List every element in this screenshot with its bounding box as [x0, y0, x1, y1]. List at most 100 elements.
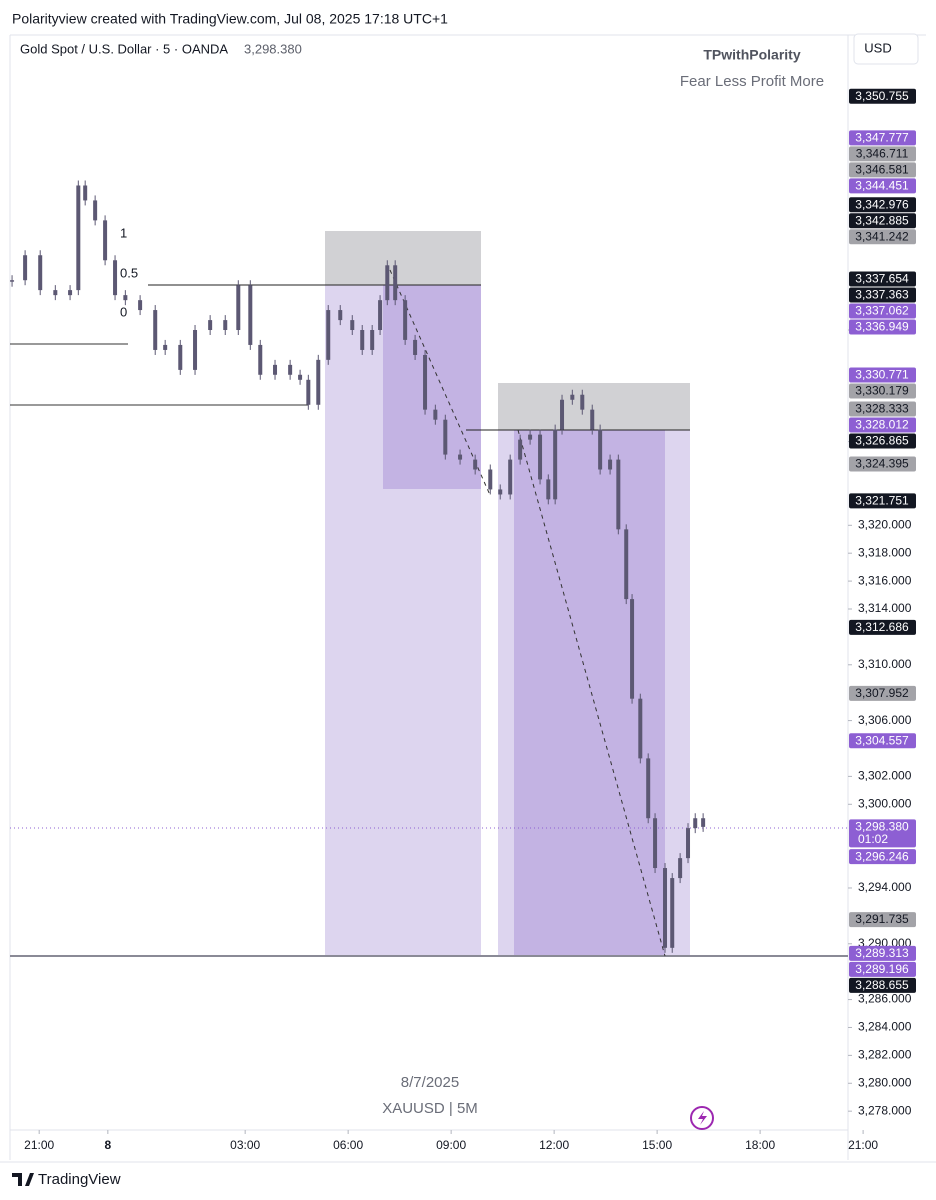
price-badge — [849, 401, 916, 417]
candle — [488, 469, 493, 490]
price-badge — [849, 162, 916, 178]
candle — [701, 818, 706, 827]
candle — [663, 868, 668, 948]
candle — [10, 280, 15, 282]
candle — [153, 310, 158, 350]
candle — [38, 255, 43, 291]
price-badge-label: 3,337.363 — [855, 288, 909, 302]
candle — [138, 300, 143, 311]
candle — [350, 320, 355, 331]
candle — [678, 858, 683, 879]
candle — [103, 220, 108, 261]
candle — [670, 878, 675, 948]
price-badge-label: 3,288.655 — [855, 978, 909, 992]
price-badge-label: 3,298.380 — [855, 820, 909, 834]
candle — [403, 300, 408, 340]
candle — [443, 419, 448, 455]
y-tick-label: 3,302.000 — [858, 769, 912, 783]
projection-line — [517, 429, 666, 957]
candle — [223, 320, 228, 331]
price-badge — [849, 88, 916, 104]
candle — [624, 529, 629, 600]
price-badge-label: 3,336.949 — [855, 320, 909, 334]
candle — [580, 394, 585, 410]
x-tick-label: 03:00 — [230, 1138, 260, 1152]
candle — [76, 185, 81, 291]
replay-icon-bolt — [698, 1111, 707, 1125]
price-badge-label: 3,328.012 — [855, 418, 909, 432]
candle — [590, 409, 595, 430]
brand-logo — [12, 1173, 34, 1186]
fib-label: 0.5 — [120, 265, 138, 280]
currency[interactable]: USD — [864, 40, 891, 55]
y-tick-label: 3,306.000 — [858, 713, 912, 727]
countdown: 01:02 — [858, 832, 888, 846]
y-tick-label: 3,318.000 — [858, 545, 912, 559]
price-badge-label: 3,289.313 — [855, 946, 909, 960]
price-badge-label: 3,341.242 — [855, 229, 909, 243]
price-badge-label: 3,307.952 — [855, 686, 909, 700]
candle — [570, 394, 575, 400]
price-badge — [849, 849, 916, 865]
price-badge-label: 3,328.333 — [855, 402, 909, 416]
candle — [385, 265, 390, 301]
price-badge-label: 3,342.976 — [855, 197, 909, 211]
price-badge-label: 3,337.062 — [855, 304, 909, 318]
price-badge-label: 3,326.865 — [855, 434, 909, 448]
x-tick-label: 12:00 — [539, 1138, 569, 1152]
price-badge — [849, 493, 916, 509]
price-badge — [849, 303, 916, 319]
candle — [423, 354, 428, 410]
price-badge — [849, 945, 916, 961]
candle — [560, 399, 565, 430]
price-badge — [849, 367, 916, 383]
y-tick-label: 3,300.000 — [858, 796, 912, 810]
symbol: Gold Spot / U.S. Dollar · 5 · OANDA — [20, 41, 228, 56]
price-badge — [849, 433, 916, 449]
candle — [686, 828, 691, 859]
currency-button[interactable] — [853, 33, 919, 65]
price-badge-label: 3,330.179 — [855, 384, 909, 398]
candle — [693, 818, 698, 829]
axes: 3,334.0003,326.0003,320.0003,318.0003,31… — [24, 88, 916, 1152]
candle — [638, 698, 643, 759]
y-tick-label: 3,278.000 — [858, 1103, 912, 1117]
price-badge — [849, 819, 916, 848]
price-badge — [849, 213, 916, 229]
price-badge-label: 3,304.557 — [855, 733, 909, 747]
candle — [518, 439, 523, 460]
price-badge — [849, 178, 916, 194]
candle — [68, 290, 73, 296]
candle — [360, 330, 365, 350]
candle — [646, 758, 651, 819]
candle — [378, 300, 383, 331]
price-badge-label: 3,289.196 — [855, 962, 909, 976]
candle — [433, 409, 438, 420]
price-badge — [849, 619, 916, 635]
y-tick-label: 3,280.000 — [858, 1075, 912, 1089]
y-tick-label: 3,282.000 — [858, 1048, 912, 1062]
candle — [608, 459, 613, 470]
price-badge — [849, 130, 916, 146]
price-badge — [849, 977, 916, 993]
replay-icon[interactable] — [690, 1106, 714, 1130]
candle — [498, 489, 503, 495]
last-price: 3,298.380 — [244, 41, 302, 56]
price-badge — [849, 271, 916, 287]
price-badge-label: 3,321.751 — [855, 494, 909, 508]
candle — [653, 818, 658, 869]
candle — [248, 285, 253, 345]
fib-label: 0 — [120, 304, 127, 319]
candle — [306, 379, 311, 405]
y-tick-label: 3,314.000 — [858, 601, 912, 615]
watermark-title: TPwithPolarity — [703, 47, 800, 63]
date-label: 8/7/2025 — [401, 1074, 459, 1091]
x-tick-label: 21:00 — [848, 1138, 878, 1152]
drawings: 1 0.5 0 — [10, 225, 848, 957]
candle — [258, 344, 263, 375]
candle — [508, 459, 513, 495]
x-tick-label: 21:00 — [24, 1138, 54, 1152]
price-badge-label: 3,350.755 — [855, 89, 909, 103]
candle — [616, 459, 621, 530]
